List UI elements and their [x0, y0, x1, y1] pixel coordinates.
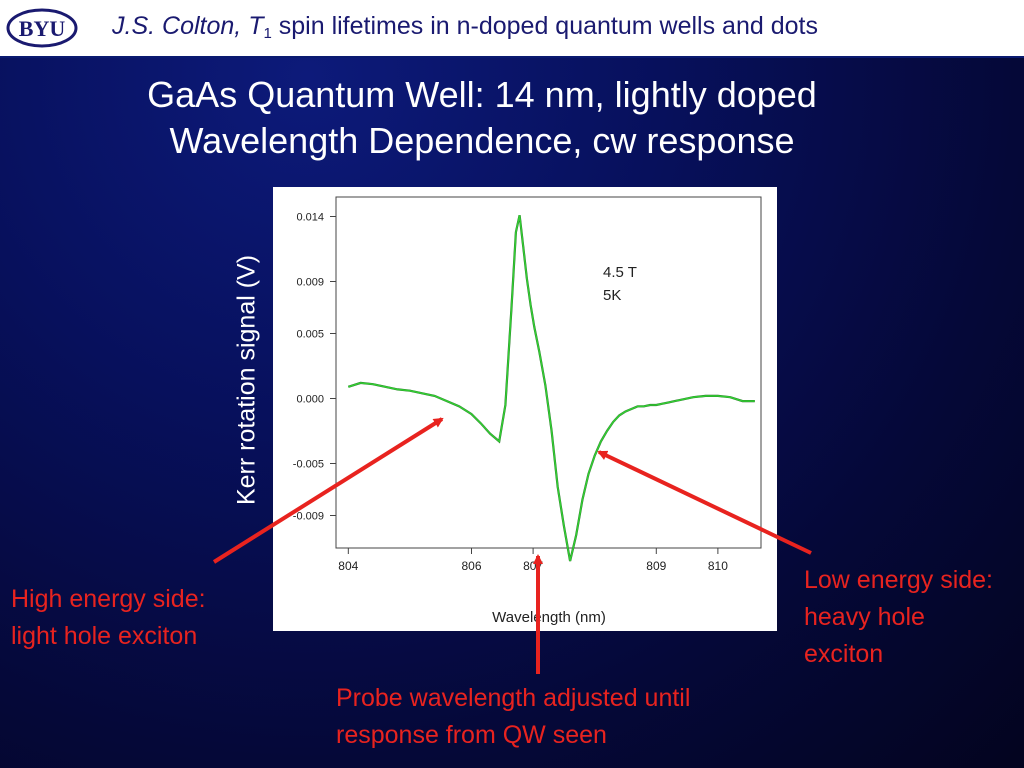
slide-title-line2: Wavelength Dependence, cw response [169, 120, 795, 161]
note-high-energy: High energy side: light hole exciton [11, 585, 206, 650]
header-t-symbol: T [248, 12, 264, 40]
kerr-chart: 0.014 0.009 0.005 0.000 -0.005 -0.009 804 806 80… [293, 196, 762, 626]
x-tick-label: 807 [523, 559, 543, 573]
note-probe-wavelength: Probe wavelength adjusted until response… [336, 684, 691, 749]
y-tick-label: 0.000 [296, 394, 324, 406]
y-tick-label: 0.009 [296, 277, 324, 289]
y-tick-label: 0.005 [296, 329, 324, 341]
y-axis-label: Kerr rotation signal (V) [232, 254, 261, 506]
header-rest: spin lifetimes in n-doped quantum wells … [271, 12, 818, 40]
header-title: J.S. Colton, T1 spin lifetimes in n-dope… [112, 12, 818, 42]
data-series-line [348, 215, 755, 562]
plot-frame [335, 196, 762, 549]
y-tick-label: 0.014 [296, 212, 324, 224]
note-low-energy: Low energy side: heavy hole exciton [804, 566, 994, 668]
annotation-temp: 5K [603, 287, 621, 304]
x-tick-label: 806 [461, 559, 481, 573]
data-series-shadow [347, 214, 755, 562]
header-t-subscript: 1 [263, 25, 272, 42]
x-tick-label: 810 [708, 559, 728, 573]
y-tick-label: -0.005 [293, 459, 324, 471]
x-tick-label: 804 [338, 559, 358, 573]
x-axis-label: Wavelength (nm) [492, 609, 606, 626]
y-tick-label: -0.009 [293, 511, 324, 523]
logo-text: BYU [19, 16, 66, 41]
chart-panel: 0.014 0.009 0.005 0.000 -0.005 -0.009 804 806 80… [273, 187, 777, 631]
slide-title-line1: GaAs Quantum Well: 14 nm, lightly doped [147, 74, 817, 115]
header-bar: BYU J.S. Colton, T1 spin lifetimes in n-… [0, 0, 1024, 58]
annotation-field: 4.5 T [603, 264, 637, 281]
x-tick-label: 809 [646, 559, 666, 573]
header-author: J.S. Colton, [112, 12, 242, 40]
byu-logo: BYU [6, 8, 78, 48]
